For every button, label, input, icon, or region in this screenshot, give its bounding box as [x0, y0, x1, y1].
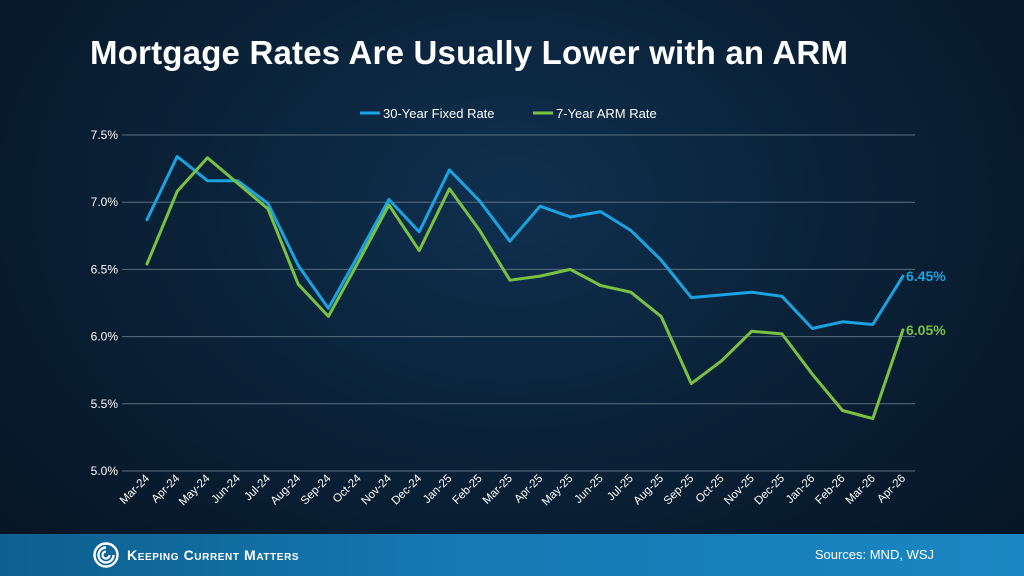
- y-tick-label: 5.0%: [91, 464, 119, 478]
- y-axis-ticks: 5.0% 5.5% 6.0% 6.5% 7.0% 7.5%: [91, 128, 119, 478]
- kcm-logo-icon: [93, 542, 119, 568]
- series-line-arm: [145, 156, 905, 421]
- end-value-label: 6.05%: [906, 322, 946, 338]
- x-tick-label: Aug-24: [269, 472, 304, 507]
- line-chart: 5.0% 5.5% 6.0% 6.5% 7.0% 7.5% Mar-24Apr-24May…: [91, 106, 947, 508]
- end-labels: 6.45% 6.05%: [906, 268, 946, 338]
- x-tick-label: Nov-24: [359, 472, 394, 507]
- x-tick-label: May-24: [177, 472, 213, 508]
- x-tick-label: Sep-24: [299, 472, 334, 507]
- y-tick-label: 6.0%: [91, 330, 119, 344]
- x-tick-label: Mar-26: [844, 473, 878, 507]
- end-value-label: 6.45%: [906, 268, 946, 284]
- x-tick-label: Jan-26: [784, 473, 817, 506]
- x-tick-label: Jun-24: [209, 472, 243, 506]
- y-tick-label: 7.5%: [91, 128, 119, 142]
- y-tick-label: 5.5%: [91, 397, 119, 411]
- x-tick-label: May-25: [540, 473, 576, 509]
- x-tick-label: Mar-25: [481, 473, 515, 507]
- x-tick-label: Sep-25: [662, 473, 697, 508]
- brand-name: Keeping Current Matters: [127, 547, 300, 563]
- legend-label: 7-Year ARM Rate: [556, 106, 657, 121]
- grid-lines: [122, 134, 915, 472]
- x-tick-label: Mar-24: [118, 472, 153, 507]
- x-tick-label: Apr-26: [875, 473, 908, 506]
- y-tick-label: 7.0%: [91, 195, 119, 209]
- page-title: Mortgage Rates Are Usually Lower with an…: [90, 34, 849, 71]
- x-tick-label: Oct-25: [694, 473, 727, 506]
- series-lines: [145, 155, 905, 421]
- y-tick-label: 6.5%: [91, 262, 119, 276]
- sources-text: Sources: MND, WSJ: [814, 547, 934, 562]
- x-tick-label: Dec-24: [390, 472, 425, 507]
- x-tick-label: Jan-25: [421, 473, 454, 506]
- x-tick-label: Feb-25: [451, 473, 485, 507]
- x-tick-label: Nov-25: [722, 473, 757, 508]
- x-tick-label: Feb-26: [813, 473, 847, 507]
- x-tick-label: Dec-25: [752, 473, 787, 508]
- x-tick-label: Oct-24: [331, 472, 364, 505]
- brand-logo: Keeping Current Matters: [93, 542, 299, 568]
- x-tick-label: Aug-25: [631, 473, 666, 508]
- legend-label: 30-Year Fixed Rate: [383, 106, 495, 121]
- legend: 30-Year Fixed Rate 7-Year ARM Rate: [360, 106, 657, 121]
- series-line-fixed: [145, 155, 905, 330]
- footer-bar: Keeping Current Matters Sources: MND, WS…: [0, 534, 1024, 576]
- x-tick-label: Jun-25: [572, 473, 605, 506]
